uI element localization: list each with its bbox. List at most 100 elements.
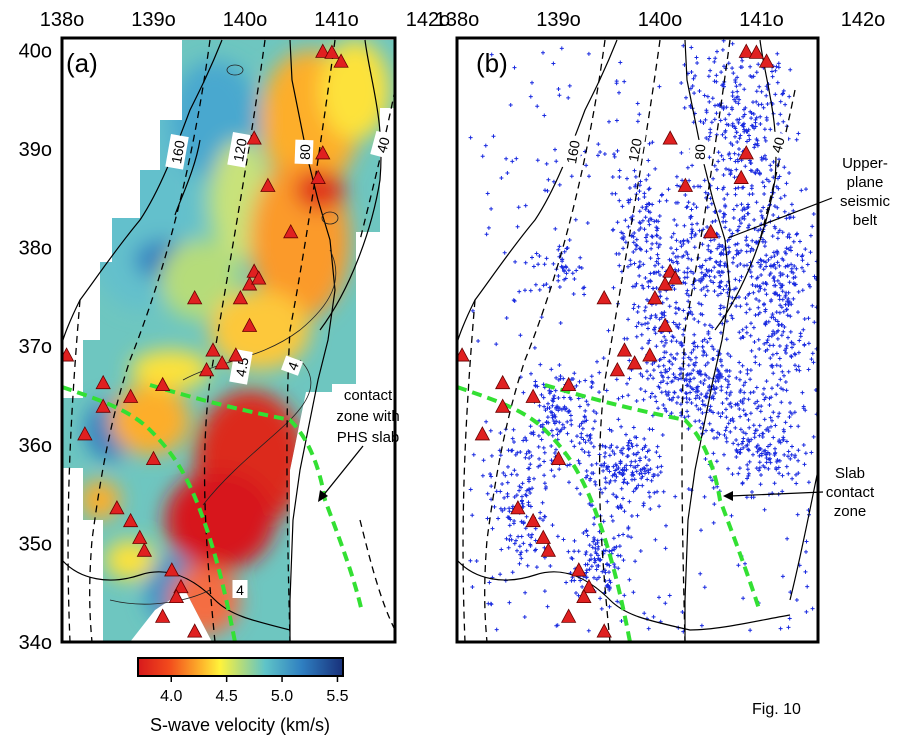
- volcano-marker: [251, 270, 267, 285]
- velocity-contour-label: 4: [281, 355, 304, 376]
- lat-tick-label: 36o: [19, 435, 52, 457]
- volcano-marker: [122, 512, 139, 528]
- lat-tick-label: 38o: [19, 238, 52, 260]
- depth-contour-label: 80: [689, 139, 709, 165]
- volcano-marker: [457, 347, 470, 362]
- annotation-text: contact: [344, 387, 393, 404]
- panel-a: 160 120 80 404.5 44: [62, 38, 395, 642]
- colorbar-gradient: [137, 657, 344, 677]
- lon-b-tick-label: 139o: [536, 9, 581, 31]
- volcano-marker: [495, 374, 511, 390]
- volcano-marker: [154, 608, 171, 623]
- volcano-marker: [232, 290, 249, 305]
- annotation-slab-contact: Slab contact zone: [723, 465, 875, 520]
- lon-a-tick-label: 140o: [223, 9, 268, 31]
- volcano-marker: [187, 290, 203, 305]
- volcano-marker: [198, 362, 215, 377]
- volcano-marker: [77, 426, 93, 441]
- volcano-marker: [626, 355, 643, 370]
- lon-a-tick-label: 138o: [40, 9, 85, 31]
- panel-b: 160 120 80 40: [457, 38, 818, 642]
- volcano-marker: [132, 529, 148, 544]
- volcano-marker: [260, 177, 276, 192]
- depth-contour-label: 160: [165, 134, 189, 170]
- volcano-marker: [540, 542, 557, 557]
- coastline-b: [457, 39, 818, 642]
- volcano-marker: [560, 376, 577, 392]
- arrow-head-a: [318, 490, 328, 502]
- svg-text:80: 80: [692, 144, 709, 160]
- volcano-marker: [246, 130, 262, 145]
- volcano-marker: [662, 130, 678, 145]
- slab-contact-zone-b: [457, 383, 762, 642]
- volcano-marker: [525, 512, 541, 528]
- volcano-marker: [315, 145, 331, 160]
- volcano-marker: [95, 398, 111, 413]
- svg-text:160: 160: [563, 139, 583, 165]
- colorbar-title: S-wave velocity (km/s): [150, 715, 330, 735]
- depth-contours-b: [462, 39, 796, 642]
- lon-b-tick-label: 140o: [638, 9, 683, 31]
- annotation-text: belt: [853, 212, 878, 229]
- depth-contour-label: 120: [227, 132, 251, 168]
- annotation-text: seismic: [840, 193, 891, 210]
- lat-tick-label: 34o: [19, 632, 52, 654]
- volcano-marker: [642, 347, 658, 362]
- lon-b-tick-label: 138o: [435, 9, 480, 31]
- volcano-marker: [95, 374, 111, 390]
- volcano-marker: [738, 145, 754, 160]
- volcano-marker: [596, 290, 612, 305]
- volcano-marker: [510, 500, 526, 515]
- volcano-marker: [173, 578, 189, 594]
- svg-text:4: 4: [236, 582, 244, 598]
- volcano-marker: [145, 450, 162, 465]
- depth-contour-label: 120: [622, 132, 646, 168]
- latitude-labels: 34o 35o 36o 37o 38o 39o 40o: [19, 40, 52, 654]
- annotation-text: Upper-: [842, 155, 888, 172]
- depth-contour-label: 80: [294, 139, 314, 165]
- volcano-marker: [154, 376, 171, 392]
- annotation-text: contact: [826, 484, 875, 501]
- svg-text:120: 120: [625, 137, 645, 163]
- colorbar-tick-label: 4.0: [160, 688, 182, 705]
- volcano-marker: [333, 53, 349, 68]
- volcano-marker: [495, 398, 511, 413]
- volcano-marker: [474, 426, 491, 441]
- svg-text:120: 120: [230, 137, 250, 163]
- volcano-marker: [677, 177, 694, 192]
- annotation-phs-contact: contact zone with PHS slab: [318, 387, 400, 502]
- volcano-marker: [136, 542, 153, 557]
- panel-a-frame: [60, 36, 397, 644]
- contour-labels-a: 160 120 80 404.5 44: [165, 130, 394, 598]
- colorbar-tick-label: 5.5: [326, 688, 348, 705]
- annotation-text: zone with: [336, 408, 399, 425]
- lat-tick-label: 37o: [19, 336, 52, 358]
- volcano-marker: [109, 500, 125, 515]
- annotation-text: Slab: [835, 465, 865, 482]
- coastline-a: [62, 39, 382, 642]
- lat-tick-label: 39o: [19, 139, 52, 161]
- figure-number: Fig. 10: [752, 701, 801, 718]
- volcano-marker: [560, 608, 577, 623]
- volcano-marker: [758, 53, 775, 68]
- svg-text:160: 160: [168, 139, 188, 165]
- volcano-marker: [214, 355, 230, 370]
- lon-a-tick-label: 142o: [406, 9, 451, 31]
- annotation-upper-plane-belt: Upper-plane seismic belt: [727, 155, 891, 239]
- annotation-arrow-a: [321, 445, 364, 498]
- volcano-marker: [609, 362, 626, 377]
- annotation-text: zone: [834, 503, 867, 520]
- volcano-marker: [122, 388, 139, 403]
- volcano-marker: [647, 290, 663, 305]
- velocity-contour-label: 4: [232, 580, 248, 598]
- lon-a-tick-label: 139o: [131, 9, 176, 31]
- contour-labels-b: 160 120 80 40: [560, 130, 789, 170]
- svg-text:40: 40: [373, 135, 393, 154]
- panel-b-label: (b): [476, 48, 508, 78]
- lon-a-tick-label: 141o: [314, 9, 359, 31]
- volcano-marker: [205, 342, 221, 357]
- volcano-marker: [315, 43, 331, 58]
- annotation-text: PHS slab: [337, 429, 400, 446]
- volcano-marker: [164, 562, 180, 577]
- volcano-marker: [525, 388, 541, 403]
